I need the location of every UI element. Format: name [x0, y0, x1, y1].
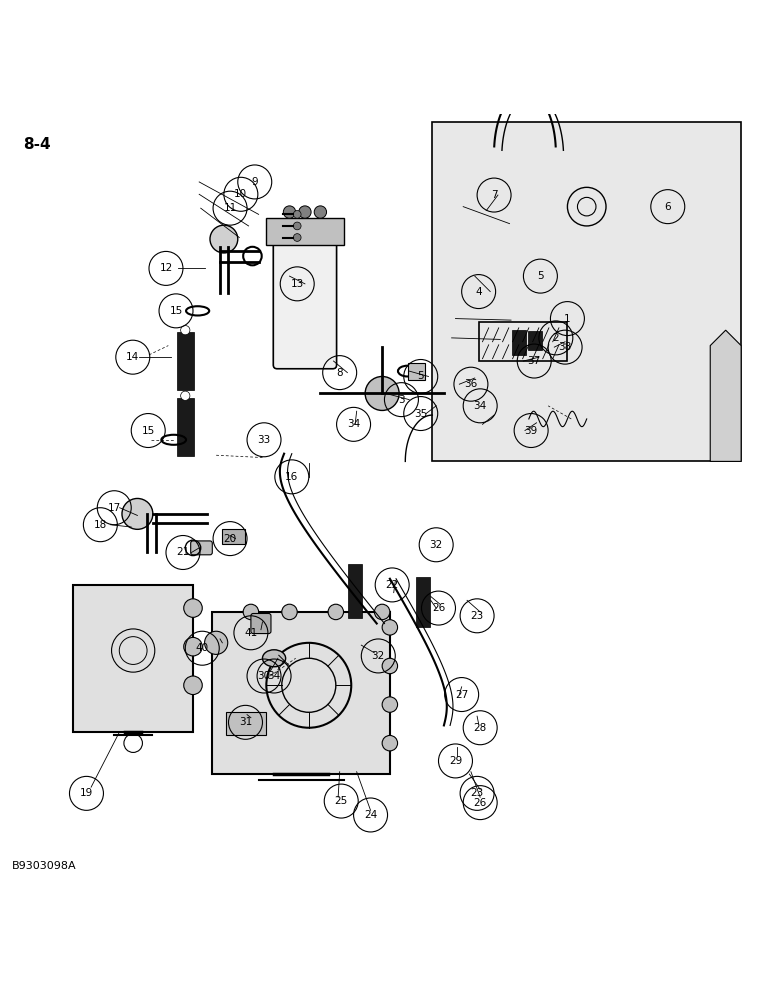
Text: 16: 16: [285, 472, 299, 482]
Circle shape: [210, 225, 238, 253]
Text: 5: 5: [537, 271, 543, 281]
Text: 8: 8: [337, 368, 343, 378]
Circle shape: [293, 234, 301, 241]
Text: 6: 6: [665, 202, 671, 212]
Text: 32: 32: [429, 540, 443, 550]
Text: 5: 5: [418, 371, 424, 381]
Text: 9: 9: [252, 177, 258, 187]
Text: 38: 38: [558, 342, 572, 352]
Text: B9303098A: B9303098A: [12, 861, 76, 871]
Text: 18: 18: [93, 520, 107, 530]
Text: 8-4: 8-4: [23, 137, 51, 152]
FancyBboxPatch shape: [408, 363, 425, 380]
Text: 15: 15: [141, 426, 155, 436]
Text: 26: 26: [432, 603, 445, 613]
Text: 33: 33: [257, 435, 271, 445]
Text: 35: 35: [414, 409, 428, 419]
Text: 29: 29: [449, 756, 462, 766]
Text: 41: 41: [244, 628, 258, 638]
Text: 27: 27: [455, 690, 469, 700]
FancyBboxPatch shape: [266, 218, 344, 245]
Text: 3: 3: [398, 395, 405, 405]
Bar: [528, 331, 542, 350]
Text: 23: 23: [470, 788, 484, 798]
Text: 36: 36: [464, 379, 478, 389]
Text: 40: 40: [195, 643, 209, 653]
Circle shape: [283, 206, 296, 218]
Circle shape: [328, 604, 344, 620]
Text: 23: 23: [470, 611, 484, 621]
Text: 26: 26: [473, 798, 487, 808]
Text: 22: 22: [385, 580, 399, 590]
Text: 14: 14: [126, 352, 140, 362]
Text: 7: 7: [491, 190, 497, 200]
Circle shape: [382, 697, 398, 712]
Text: 32: 32: [371, 651, 385, 661]
Bar: [348, 564, 362, 618]
Circle shape: [184, 599, 202, 617]
Text: 13: 13: [290, 279, 304, 289]
Text: 34: 34: [473, 401, 487, 411]
Bar: [512, 330, 526, 355]
Circle shape: [184, 676, 202, 695]
Circle shape: [184, 637, 202, 656]
Text: 11: 11: [223, 203, 237, 213]
Circle shape: [293, 211, 301, 218]
FancyBboxPatch shape: [222, 529, 245, 544]
Text: 15: 15: [169, 306, 183, 316]
Circle shape: [122, 498, 153, 529]
Bar: [177, 398, 194, 456]
Text: 31: 31: [239, 717, 252, 727]
Text: 4: 4: [476, 287, 482, 297]
Circle shape: [374, 604, 390, 620]
Text: 24: 24: [364, 810, 378, 820]
Text: 19: 19: [80, 788, 93, 798]
FancyBboxPatch shape: [73, 585, 193, 732]
Text: 10: 10: [234, 189, 248, 199]
Circle shape: [382, 658, 398, 674]
FancyBboxPatch shape: [273, 238, 337, 369]
Circle shape: [365, 376, 399, 410]
Circle shape: [314, 206, 327, 218]
FancyBboxPatch shape: [226, 712, 266, 735]
Text: 12: 12: [159, 263, 173, 273]
Circle shape: [181, 391, 190, 400]
FancyBboxPatch shape: [432, 122, 741, 461]
Circle shape: [382, 735, 398, 751]
Circle shape: [181, 326, 190, 335]
Circle shape: [243, 604, 259, 620]
Circle shape: [205, 631, 228, 654]
Text: 20: 20: [223, 534, 237, 544]
Text: 17: 17: [107, 503, 121, 513]
Text: 30: 30: [257, 671, 271, 681]
FancyBboxPatch shape: [251, 613, 271, 634]
Circle shape: [293, 222, 301, 230]
FancyBboxPatch shape: [191, 541, 212, 555]
Text: 21: 21: [176, 547, 190, 557]
Polygon shape: [710, 330, 741, 461]
Text: 28: 28: [473, 723, 487, 733]
Circle shape: [382, 620, 398, 635]
Text: 34: 34: [267, 671, 281, 681]
Text: 1: 1: [564, 314, 571, 324]
Text: 37: 37: [527, 356, 541, 366]
Bar: [416, 577, 430, 627]
Circle shape: [282, 604, 297, 620]
FancyBboxPatch shape: [212, 612, 390, 774]
Text: 34: 34: [347, 419, 361, 429]
Text: 2: 2: [553, 333, 559, 343]
Bar: [177, 332, 194, 390]
Text: 25: 25: [334, 796, 348, 806]
Circle shape: [299, 206, 311, 218]
Text: 39: 39: [524, 426, 538, 436]
Ellipse shape: [262, 650, 286, 667]
